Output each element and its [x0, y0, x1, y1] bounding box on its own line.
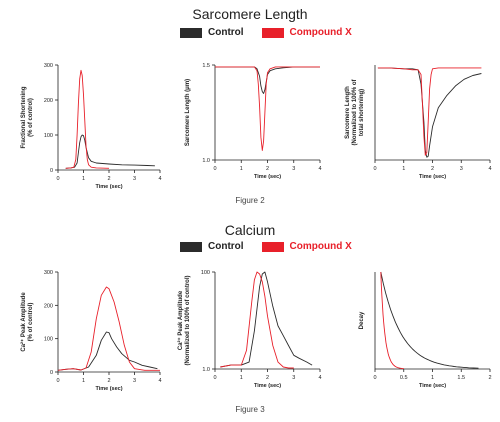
y-axis-label: Ca²⁺ Peak Amplitude: [20, 292, 27, 352]
chart-sarcomere-length-normalized: 0 1 2 3 4 Time (sec) Sarcomere Length (Normaliz…: [345, 65, 492, 180]
x-tick-label: 1: [82, 176, 85, 182]
x-tick-label: 2: [107, 176, 110, 182]
x-axis-label: Time (sec): [95, 184, 122, 190]
x-tick-label: 1: [240, 375, 243, 381]
series-line-compound: [57, 286, 160, 371]
axes: [57, 65, 160, 171]
y-axis-label: total shortening): [359, 89, 365, 136]
x-tick-label: 1: [240, 166, 243, 172]
x-tick-label: 0.5: [400, 375, 408, 381]
chart-ca-peak-amplitude: 0 1 2 3 4 0 100 200 300 Time (sec) Ca²⁺ Peak Ampli…: [20, 270, 162, 392]
series-line-control: [57, 331, 158, 371]
y-axis-label: (Normalized to 100% of: [352, 78, 358, 145]
x-axis-label: Time (sec): [419, 174, 446, 180]
y-tick-label: 300: [44, 63, 53, 69]
figure2-caption: Figure 2: [235, 196, 265, 205]
x-tick-label: 4: [488, 166, 491, 172]
y-axis-label: (Normalized to 100% of control): [185, 275, 191, 365]
x-tick-label: 3: [133, 378, 136, 384]
x-axis-label: Time (sec): [95, 386, 122, 392]
x-tick-label: 2: [431, 166, 434, 172]
figure2-title: Sarcomere Length: [192, 6, 308, 22]
x-axis-label: Time (sec): [254, 383, 281, 389]
y-tick-label: 0: [50, 168, 53, 174]
y-tick-label: 1.0: [202, 367, 210, 373]
axes: [374, 65, 490, 161]
legend-control-swatch: [180, 27, 202, 38]
x-tick-label: 0: [373, 166, 376, 172]
series-line-compound: [65, 69, 110, 169]
x-tick-label: 2: [488, 375, 491, 381]
y-axis-label: Fractional Shortening: [21, 86, 27, 148]
chart-ca-peak-amplitude-normalized: 0 1 2 3 4 1.0 100 Time (sec) Ca²⁺ Peak Amplitude…: [177, 270, 322, 389]
figure3-title: Calcium: [224, 222, 276, 238]
x-tick-label: 3: [460, 166, 463, 172]
x-axis-label: Time (sec): [419, 383, 446, 389]
x-tick-label: 4: [318, 375, 321, 381]
series-line-control: [220, 271, 313, 368]
chart-fractional-shortening: 0 1 2 3 4 0 100 200 300 Time (sec) Fractional Shor…: [21, 63, 162, 190]
y-axis-label: (% of control): [28, 98, 34, 137]
y-axis-label: Sarcomere Length (μm): [185, 79, 191, 146]
x-tick-label: 4: [158, 378, 161, 384]
y-axis-label: (% of control): [28, 303, 34, 342]
legend-control-label: Control: [208, 27, 244, 38]
axes: [214, 65, 320, 161]
x-tick-label: 2: [266, 375, 269, 381]
x-tick-label: 1: [402, 166, 405, 172]
y-tick-label: 200: [44, 98, 53, 104]
y-tick-label: 100: [44, 133, 53, 139]
series-line-control: [215, 66, 320, 94]
figure2-legend: Control Compound X: [180, 27, 352, 38]
x-tick-label: 2: [107, 378, 110, 384]
figure3-caption: Figure 3: [235, 405, 265, 414]
y-axis-label: Ca²⁺ Peak Amplitude: [177, 290, 184, 350]
legend-control-swatch: [180, 241, 202, 252]
series-line-compound: [380, 271, 404, 370]
y-tick-label: 0: [50, 370, 53, 376]
x-tick-label: 0: [373, 375, 376, 381]
x-tick-label: 3: [292, 375, 295, 381]
x-axis-label: Time (sec): [254, 174, 281, 180]
x-tick-label: 0: [213, 166, 216, 172]
series-line-compound: [377, 67, 482, 156]
x-tick-label: 2: [266, 166, 269, 172]
legend-compound-label: Compound X: [289, 241, 352, 252]
x-tick-label: 3: [292, 166, 295, 172]
chart-sarcomere-length: 0 1 2 3 4 1.0 1.5 Time (sec) Sarcomere Length (μ…: [185, 63, 322, 180]
legend-compound-label: Compound X: [289, 27, 352, 38]
x-tick-label: 4: [158, 176, 161, 182]
legend-compound-swatch: [261, 27, 284, 38]
x-tick-label: 0: [56, 176, 59, 182]
series-line-control: [377, 67, 482, 158]
y-tick-label: 200: [44, 303, 53, 309]
y-tick-label: 1.0: [202, 158, 210, 164]
x-tick-label: 1: [431, 375, 434, 381]
axes: [374, 272, 490, 370]
y-axis-label: Decay: [359, 311, 365, 329]
series-line-compound: [220, 271, 294, 369]
axes: [214, 272, 320, 370]
legend-compound-swatch: [261, 241, 284, 252]
x-tick-label: 4: [318, 166, 321, 172]
series-line-control: [65, 134, 155, 169]
chart-decay: 0 0.5 1 1.5 2 Time (sec) Decay: [359, 271, 492, 389]
axes: [57, 272, 160, 373]
y-tick-label: 1.5: [202, 63, 210, 69]
x-tick-label: 1: [82, 378, 85, 384]
y-tick-label: 300: [44, 270, 53, 276]
x-tick-label: 0: [213, 375, 216, 381]
y-tick-label: 100: [201, 270, 210, 276]
y-axis-label: Sarcomere Length: [345, 86, 351, 139]
figure3-legend: Control Compound X: [180, 241, 352, 252]
legend-control-label: Control: [208, 241, 244, 252]
y-tick-label: 100: [44, 337, 53, 343]
x-tick-label: 0: [56, 378, 59, 384]
series-line-control: [380, 271, 479, 369]
series-line-compound: [215, 66, 320, 151]
x-tick-label: 1.5: [457, 375, 465, 381]
x-tick-label: 3: [133, 176, 136, 182]
